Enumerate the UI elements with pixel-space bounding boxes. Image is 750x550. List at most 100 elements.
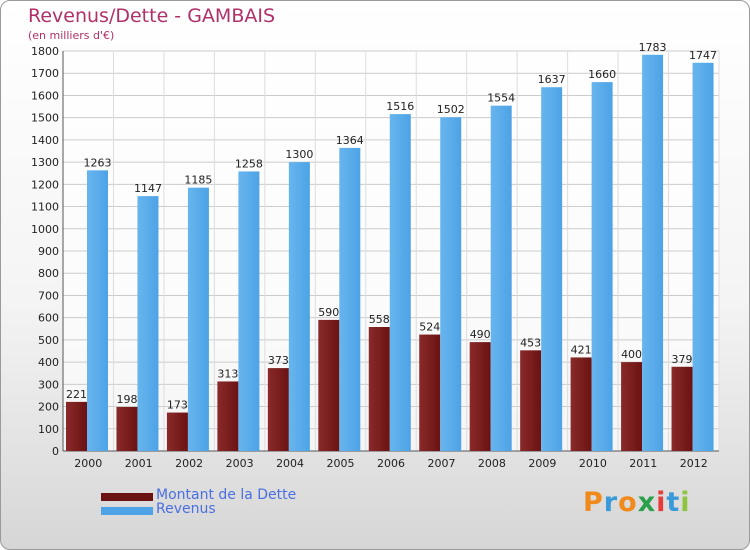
x-tick-label: 2012 [680, 457, 708, 470]
data-label-dette: 524 [419, 321, 440, 334]
x-tick-label: 2011 [629, 457, 657, 470]
bar-revenus [591, 82, 613, 451]
data-label-revenus: 1258 [235, 157, 263, 170]
bar-revenus [238, 171, 260, 451]
bar-dette [66, 401, 87, 451]
y-tick-label: 1300 [31, 156, 59, 169]
data-label-revenus: 1263 [84, 156, 112, 169]
data-label-revenus: 1660 [588, 68, 616, 81]
y-tick-label: 700 [38, 289, 59, 302]
bar-dette [267, 368, 289, 451]
y-tick-label: 1100 [31, 201, 59, 214]
x-tick-label: 2008 [478, 457, 506, 470]
data-label-dette: 373 [268, 354, 289, 367]
data-label-revenus: 1300 [285, 148, 313, 161]
bar-revenus [692, 62, 714, 452]
data-label-dette: 400 [621, 348, 642, 361]
x-tick-label: 2002 [175, 457, 203, 470]
bar-dette [671, 366, 693, 451]
data-label-revenus: 1185 [184, 174, 212, 187]
logo-letter: x [637, 487, 657, 518]
logo-letter: i [680, 487, 691, 518]
y-tick-label: 0 [52, 445, 59, 458]
bar-revenus [541, 87, 563, 451]
y-tick-label: 1500 [31, 112, 59, 125]
bar-dette [116, 407, 138, 451]
data-label-revenus: 1502 [437, 103, 465, 116]
x-tick-label: 2009 [528, 457, 556, 470]
logo-letter: o [618, 487, 638, 518]
x-tick-label: 2000 [74, 457, 102, 470]
x-tick-label: 2006 [377, 457, 405, 470]
legend-swatch-dette [101, 493, 153, 501]
data-label-dette: 490 [470, 328, 491, 341]
data-label-dette: 313 [217, 367, 238, 380]
y-tick-label: 600 [38, 312, 59, 325]
legend-label-revenus: Revenus [156, 501, 216, 517]
data-label-revenus: 1783 [639, 41, 667, 54]
y-tick-label: 100 [38, 423, 59, 436]
data-label-revenus: 1516 [386, 100, 414, 113]
bar-revenus [87, 170, 108, 452]
y-tick-label: 1700 [31, 67, 59, 80]
bar-revenus [187, 187, 209, 451]
data-label-dette: 421 [571, 343, 592, 356]
bar-dette [217, 381, 239, 451]
bar-dette [469, 342, 491, 451]
y-tick-label: 900 [38, 245, 59, 258]
y-tick-label: 500 [38, 334, 59, 347]
bar-dette [368, 327, 390, 451]
proxiti-logo: Proxiti [583, 487, 691, 518]
data-label-dette: 379 [672, 353, 693, 366]
y-tick-label: 200 [38, 401, 59, 414]
data-label-revenus: 1147 [134, 182, 162, 195]
bar-revenus [288, 162, 310, 451]
logo-letter: t [666, 487, 681, 518]
data-label-dette: 558 [369, 313, 390, 326]
bar-revenus [440, 117, 462, 451]
y-tick-label: 400 [38, 356, 59, 369]
data-label-revenus: 1364 [336, 134, 364, 147]
bar-dette [520, 350, 542, 451]
y-tick-label: 1000 [31, 223, 59, 236]
x-tick-label: 2003 [226, 457, 254, 470]
data-label-dette: 453 [520, 336, 541, 349]
data-label-revenus: 1554 [487, 92, 515, 105]
y-tick-label: 800 [38, 267, 59, 280]
bar-revenus [490, 105, 512, 452]
bar-dette [318, 319, 340, 451]
data-label-dette: 173 [167, 399, 188, 412]
x-tick-label: 2004 [276, 457, 304, 470]
chart-subtitle: (en milliers d'€) [28, 29, 115, 42]
data-label-dette: 221 [66, 388, 87, 401]
y-tick-label: 1600 [31, 89, 59, 102]
bar-revenus [339, 147, 361, 451]
data-label-revenus: 1747 [689, 49, 717, 62]
x-tick-label: 2005 [327, 457, 355, 470]
legend-swatch-revenus [101, 507, 153, 515]
bar-revenus [642, 54, 664, 452]
y-tick-label: 300 [38, 378, 59, 391]
bar-dette [570, 357, 592, 451]
legend-label-dette: Montant de la Dette [156, 487, 297, 503]
x-tick-label: 2007 [427, 457, 455, 470]
bar-revenus [389, 114, 411, 451]
logo-letter: P [583, 487, 604, 518]
x-tick-label: 2001 [125, 457, 153, 470]
logo-letter: i [656, 487, 667, 518]
y-tick-label: 1200 [31, 178, 59, 191]
data-label-revenus: 1637 [538, 73, 566, 86]
bar-dette [166, 412, 188, 451]
x-tick-label: 2010 [579, 457, 607, 470]
logo-letter: r [603, 487, 619, 518]
y-tick-label: 1800 [31, 45, 59, 58]
data-label-dette: 198 [116, 393, 137, 406]
bar-revenus [137, 196, 159, 451]
bar-dette [621, 362, 643, 451]
y-tick-label: 1400 [31, 134, 59, 147]
bar-dette [419, 334, 441, 451]
chart-title: Revenus/Dette - GAMBAIS [28, 5, 276, 27]
data-label-dette: 590 [318, 306, 339, 319]
